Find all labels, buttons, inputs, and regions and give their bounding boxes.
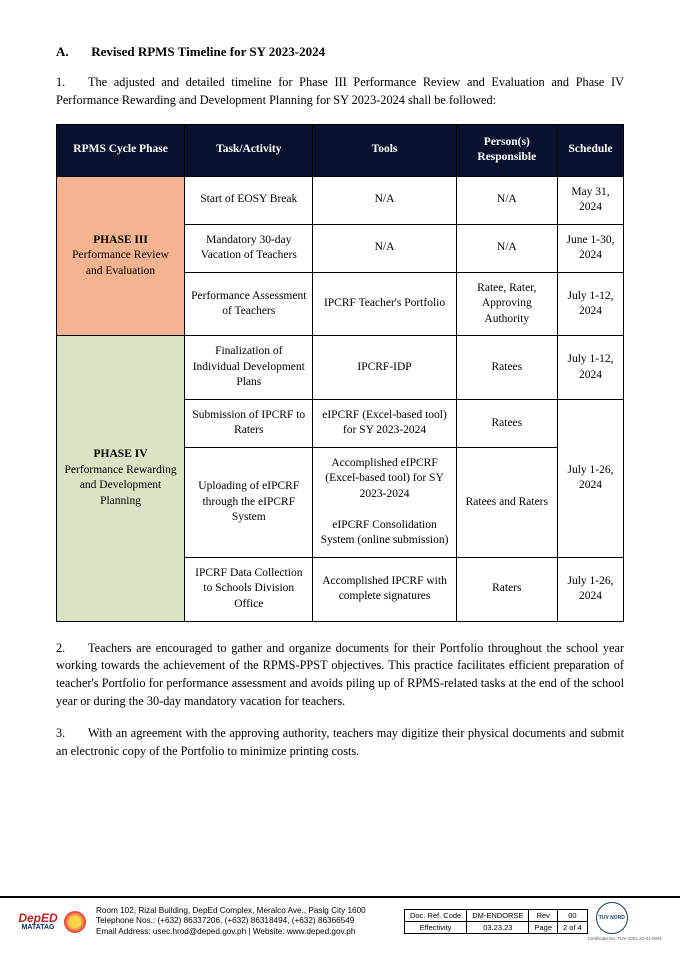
p4-r3-tools: Accomplished eIPCRF (Excel-based tool) f…	[313, 447, 456, 557]
para2-text: Teachers are encouraged to gather and or…	[56, 641, 624, 708]
p3-r2-sched: June 1-30, 2024	[558, 224, 624, 272]
p3-r3-sched: July 1-12, 2024	[558, 272, 624, 336]
tuv-nord-badge: TUV NORD	[596, 902, 628, 934]
p4-merged-sched: July 1-26, 2024	[558, 399, 624, 557]
col-tools: Tools	[313, 124, 456, 176]
p4-r3-task: Uploading of eIPCRF through the eIPCRF S…	[185, 447, 313, 557]
p4-r3-person: Ratees and Raters	[456, 447, 557, 557]
p4-r4-sched: July 1-26, 2024	[558, 557, 624, 621]
para2-num: 2.	[56, 640, 88, 658]
p3-r1-tools: N/A	[313, 176, 456, 224]
para1-text: The adjusted and detailed timeline for P…	[56, 75, 624, 107]
tuv-badge-wrap: TUV NORD Certificate No. TUV-1001 22-01-…	[588, 902, 662, 941]
col-phase: RPMS Cycle Phase	[57, 124, 185, 176]
col-schedule: Schedule	[558, 124, 624, 176]
p4-r4-person: Raters	[456, 557, 557, 621]
col-task: Task/Activity	[185, 124, 313, 176]
p3-r2-task: Mandatory 30-day Vacation of Teachers	[185, 224, 313, 272]
p4-r2-task: Submission of IPCRF to Raters	[185, 399, 313, 447]
section-heading: A. Revised RPMS Timeline for SY 2023-202…	[56, 44, 624, 60]
p3-r1-task: Start of EOSY Break	[185, 176, 313, 224]
paragraph-3: 3.With an agreement with the approving a…	[56, 725, 624, 761]
bagong-pilipinas-logo	[64, 911, 86, 933]
p3-r2-person: N/A	[456, 224, 557, 272]
col-person: Person(s) Responsible	[456, 124, 557, 176]
p4-r1-person: Ratees	[456, 336, 557, 400]
paragraph-1: 1.The adjusted and detailed timeline for…	[56, 74, 624, 110]
para3-text: With an agreement with the approving aut…	[56, 726, 624, 758]
heading-letter: A.	[56, 44, 88, 60]
para3-num: 3.	[56, 725, 88, 743]
footer-logos: DepED MATATAG	[18, 911, 86, 933]
p4-r1-task: Finalization of Individual Development P…	[185, 336, 313, 400]
p4-r1-tools: IPCRF-IDP	[313, 336, 456, 400]
paragraph-2: 2.Teachers are encouraged to gather and …	[56, 640, 624, 711]
p4-r1-sched: July 1-12, 2024	[558, 336, 624, 400]
p3-r3-task: Performance Assessment of Teachers	[185, 272, 313, 336]
deped-logo: DepED MATATAG	[18, 912, 58, 931]
p4-r4-tools: Accomplished IPCRF with complete signatu…	[313, 557, 456, 621]
rpms-timeline-table: RPMS Cycle Phase Task/Activity Tools Per…	[56, 124, 624, 622]
p3-r1-person: N/A	[456, 176, 557, 224]
page-footer: DepED MATATAG Room 102, Rizal Building, …	[0, 896, 680, 941]
para1-num: 1.	[56, 74, 88, 92]
p3-r3-tools: IPCRF Teacher's Portfolio	[313, 272, 456, 336]
p4-r4-task: IPCRF Data Collection to Schools Divisio…	[185, 557, 313, 621]
phase4-label: PHASE IV Performance Rewarding and Devel…	[57, 336, 185, 621]
phase3-label: PHASE III Performance Review and Evaluat…	[57, 176, 185, 336]
heading-title: Revised RPMS Timeline for SY 2023-2024	[91, 44, 325, 59]
p4-r2-person: Ratees	[456, 399, 557, 447]
doc-info-table: Doc. Ref. CodeDM-ENDORSE Rev00 Effectivi…	[404, 909, 588, 934]
p4-r2-tools: eIPCRF (Excel-based tool) for SY 2023-20…	[313, 399, 456, 447]
footer-contact: Room 102, Rizal Building, DepEd Complex,…	[96, 906, 396, 937]
p3-r2-tools: N/A	[313, 224, 456, 272]
p3-r3-person: Ratee, Rater, Approving Authority	[456, 272, 557, 336]
p3-r1-sched: May 31, 2024	[558, 176, 624, 224]
